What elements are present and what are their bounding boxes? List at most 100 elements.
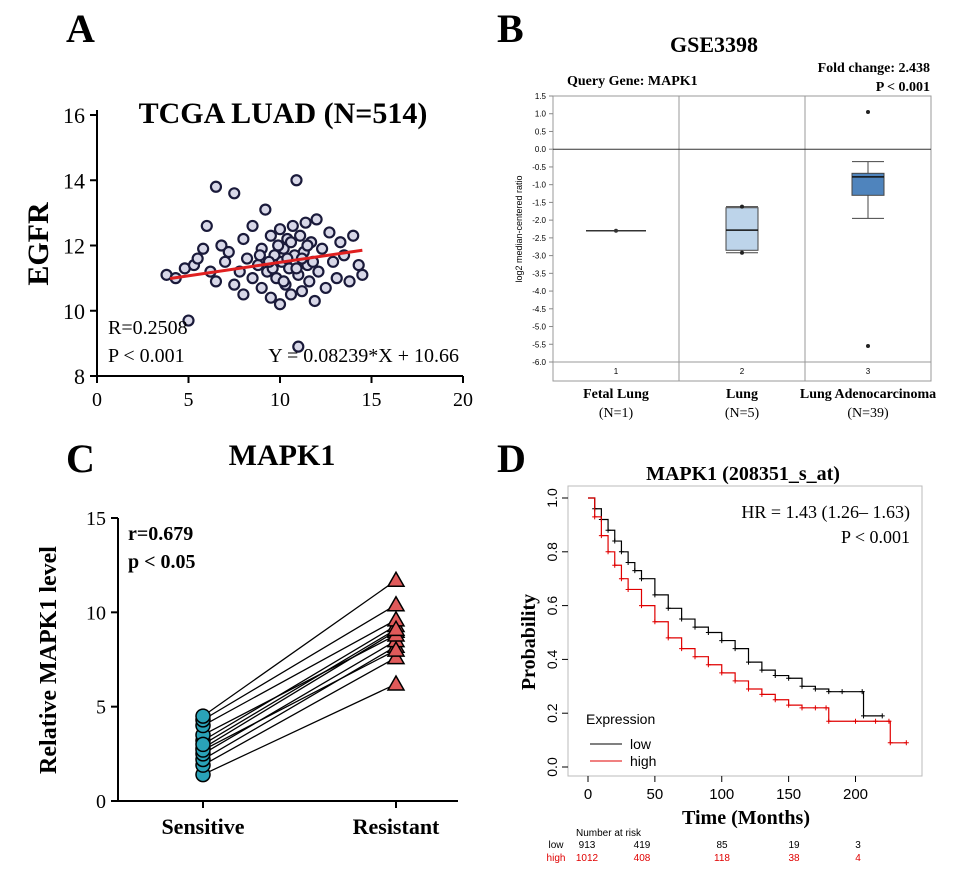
panel-a-point (240, 252, 254, 265)
panel-b-ytick-label: -3.5 (532, 269, 546, 278)
panel-d-censor-mark (886, 718, 892, 724)
panel-c-pair-line (202, 628, 397, 745)
panel-label-c: C (66, 436, 95, 481)
panel-a-point (253, 249, 266, 262)
panel-d-censor-mark (605, 527, 611, 533)
panel-c-resistant-point (386, 595, 406, 612)
panel-a-ytick-label: 14 (63, 168, 85, 193)
panel-a-point (290, 174, 303, 187)
panel-b-group-index: 3 (866, 367, 871, 376)
panel-a-r: R=0.2508 (108, 317, 188, 339)
panel-d-censor-mark (879, 713, 885, 719)
panel-d-censor-mark (772, 673, 778, 679)
panel-a-point (264, 229, 277, 242)
panel-d-censor-mark (679, 616, 685, 622)
risk-row-value: 19 (788, 840, 800, 851)
panel-b-boxplot: GSE3398 Query Gene: MAPK1 Fold change: 2… (514, 32, 936, 421)
risk-row-value: 4 (855, 853, 861, 864)
panel-c-ytick-label: 0 (96, 791, 106, 813)
panel-a-point (182, 314, 195, 327)
panel-b-ytick-label: -5.0 (532, 323, 546, 332)
panel-d-censor-mark (799, 705, 805, 711)
panel-d-xtick-label: 200 (843, 786, 868, 803)
panel-a-point (343, 275, 356, 288)
panel-a-equation: Y = 0.08239*X + 10.66 (268, 345, 459, 367)
panel-d-censor-mark (719, 638, 725, 644)
panel-a-point (323, 226, 336, 239)
panel-b-group-name: Lung (726, 387, 758, 402)
panel-d-ytick-label: 0.4 (544, 649, 560, 669)
panel-b-ytick-label: -4.5 (532, 305, 546, 314)
panel-d-censor-mark (823, 705, 829, 711)
panel-a-point (303, 275, 316, 288)
panel-d-censor-mark (861, 713, 867, 719)
panel-b-ytick-label: 0.0 (535, 145, 547, 154)
risk-row-value: 38 (788, 853, 800, 864)
panel-a-xtick-label: 20 (453, 389, 473, 411)
panel-a-point (259, 203, 272, 216)
panel-d-censor-mark (719, 670, 725, 676)
panel-b-ytick-label: -2.0 (532, 216, 546, 225)
panel-d-title: MAPK1 (208351_s_at) (646, 463, 840, 485)
panel-a-point (264, 291, 277, 304)
panel-d-xlabel: Time (Months) (682, 807, 810, 829)
panel-a-point (299, 216, 312, 229)
panel-c-ytick-label: 15 (86, 508, 106, 530)
panel-d-censor-mark (873, 718, 879, 724)
panel-d-censor-mark (639, 603, 644, 609)
panel-d-censor-mark (812, 686, 818, 692)
panel-a-point (295, 285, 309, 298)
panel-d-censor-mark (772, 697, 778, 703)
risk-row-value: 419 (634, 840, 651, 851)
panel-c-pair-line (202, 683, 397, 776)
panel-b-group-n: (N=5) (725, 406, 760, 421)
panel-d-censor-mark (903, 740, 909, 746)
panel-a-point (197, 242, 210, 255)
panel-d-censor-mark (612, 562, 618, 568)
panel-d-censor-mark (826, 689, 832, 695)
panel-d-censor-mark (598, 533, 604, 539)
panel-c-pair-line (202, 619, 397, 727)
panel-b-ytick-label: -1.0 (532, 181, 546, 190)
panel-a-point (310, 213, 323, 226)
panel-d-censor-mark (705, 630, 711, 635)
panel-a-title: TCGA LUAD (N=514) (139, 97, 428, 130)
risk-row-label: low (548, 840, 564, 851)
panel-a-point (284, 236, 298, 249)
panel-a-point (301, 239, 314, 252)
panel-c-ylabel: Relative MAPK1 level (36, 546, 62, 774)
panel-a-point (209, 180, 223, 193)
risk-row-value: 408 (634, 853, 651, 864)
panel-b-outlier (866, 109, 870, 114)
legend-high-label: high (630, 753, 656, 769)
panel-a-point (246, 272, 259, 285)
panel-b-title: GSE3398 (670, 32, 758, 57)
panel-d-xtick-label: 150 (776, 786, 801, 803)
panel-a-point (352, 258, 365, 272)
panel-a-point (222, 245, 235, 259)
panel-b-ytick-label: -5.5 (532, 340, 546, 349)
panel-d-censor-mark (665, 605, 671, 611)
panel-c-p: p < 0.05 (128, 551, 196, 573)
panel-a-point (200, 219, 213, 233)
panel-a-point (215, 239, 228, 252)
panel-a-regression-line (169, 248, 363, 280)
panel-b-ytick-label: -1.5 (532, 198, 546, 207)
panel-d-censor-mark (839, 689, 845, 695)
panel-d-censor-mark (632, 568, 638, 574)
panel-a-ytick-label: 16 (63, 103, 85, 128)
panel-b-group-index: 1 (614, 367, 619, 376)
panel-b-outlier (866, 344, 870, 349)
panel-d-censor-mark (799, 683, 805, 689)
panel-c-pair-line (202, 630, 397, 749)
panel-c-resistant-point (386, 619, 406, 637)
panel-d-censor-mark (639, 576, 644, 582)
panel-a-point (272, 239, 285, 252)
panel-d-censor-mark (705, 662, 711, 668)
panel-d-censor-mark (692, 624, 698, 630)
panel-d-censor-mark (652, 619, 658, 625)
risk-row-value: 1012 (576, 853, 599, 864)
panel-a-point (237, 288, 250, 301)
panel-d-censor-mark (812, 705, 818, 711)
panel-c-ytick-label: 10 (86, 602, 106, 624)
